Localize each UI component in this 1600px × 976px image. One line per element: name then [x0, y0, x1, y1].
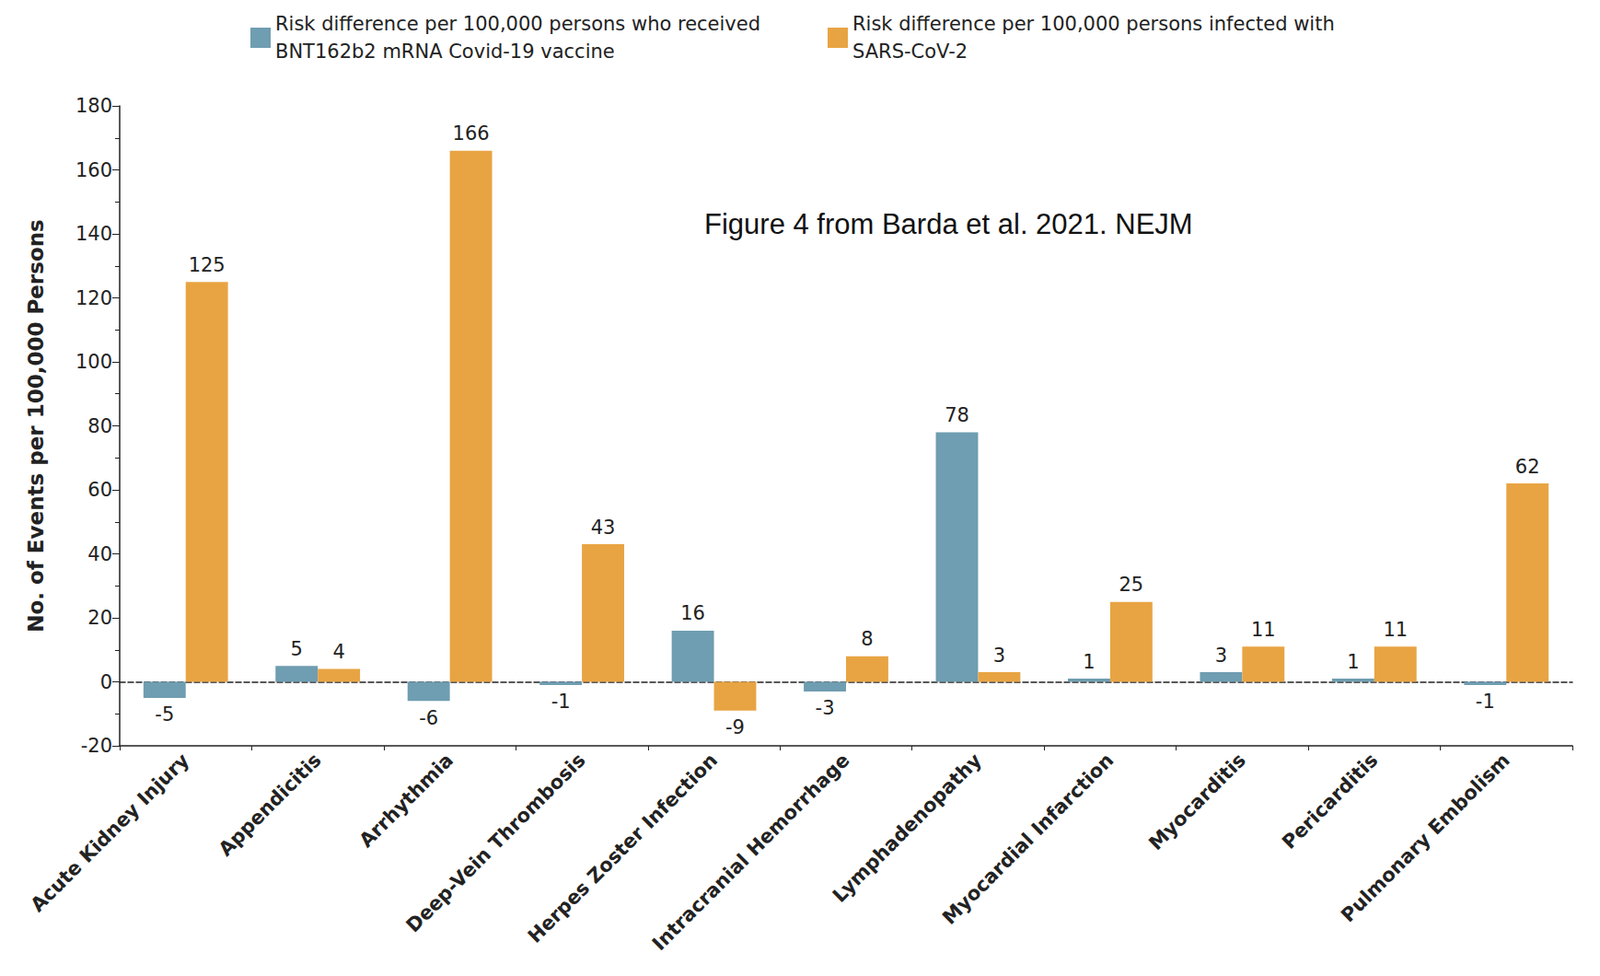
svg-text:8: 8 [860, 627, 873, 650]
svg-text:Pericarditis: Pericarditis [1277, 749, 1382, 854]
svg-text:Figure 4 from Barda et al. 202: Figure 4 from Barda et al. 2021. NEJM [704, 208, 1194, 241]
svg-text:78: 78 [944, 404, 970, 427]
svg-text:-5: -5 [154, 703, 174, 726]
svg-text:62: 62 [1515, 455, 1541, 478]
svg-text:120: 120 [75, 287, 113, 310]
svg-text:100: 100 [75, 350, 113, 373]
svg-text:BNT162b2 mRNA Covid-19 vaccine: BNT162b2 mRNA Covid-19 vaccine [275, 40, 615, 63]
svg-text:43: 43 [591, 516, 616, 539]
svg-text:3: 3 [993, 644, 1006, 667]
svg-text:11: 11 [1382, 618, 1408, 641]
svg-text:Arrhythmia: Arrhythmia [355, 749, 459, 853]
svg-text:Acute Kidney Injury: Acute Kidney Injury [26, 748, 195, 916]
svg-text:-6: -6 [418, 707, 439, 730]
svg-text:Deep-Vein Thrombosis: Deep-Vein Thrombosis [402, 748, 590, 937]
svg-text:20: 20 [87, 606, 113, 629]
svg-text:Herpes Zoster Infection: Herpes Zoster Infection [523, 748, 722, 948]
svg-text:Appendicitis: Appendicitis [214, 749, 326, 861]
svg-text:25: 25 [1118, 573, 1144, 596]
svg-text:Pulmonary Embolism: Pulmonary Embolism [1336, 749, 1515, 928]
svg-text:40: 40 [87, 543, 113, 566]
svg-text:-1: -1 [1475, 690, 1496, 713]
svg-text:-3: -3 [815, 696, 835, 719]
svg-text:Lymphadenopathy: Lymphadenopathy [828, 748, 986, 906]
svg-text:-1: -1 [551, 690, 571, 713]
svg-text:Risk difference per 100,000 pe: Risk difference per 100,000 persons who … [275, 12, 767, 35]
svg-text:4: 4 [332, 640, 345, 663]
svg-text:125: 125 [188, 254, 226, 277]
svg-text:11: 11 [1251, 618, 1276, 641]
svg-text:16: 16 [680, 602, 706, 625]
svg-text:Myocardial Infarction: Myocardial Infarction [938, 749, 1118, 929]
svg-text:3: 3 [1215, 644, 1228, 667]
svg-text:180: 180 [75, 94, 113, 117]
svg-text:160: 160 [75, 159, 113, 182]
svg-text:1: 1 [1346, 650, 1359, 673]
svg-text:-20: -20 [81, 734, 113, 757]
svg-text:Intracranial Hemorrhage: Intracranial Hemorrhage [648, 749, 855, 956]
svg-text:Myocarditis: Myocarditis [1144, 749, 1250, 855]
svg-text:SARS-CoV-2: SARS-CoV-2 [852, 40, 968, 63]
svg-text:60: 60 [87, 478, 113, 501]
svg-text:80: 80 [87, 415, 113, 438]
svg-text:166: 166 [452, 122, 490, 145]
svg-text:5: 5 [290, 637, 303, 661]
svg-text:140: 140 [75, 222, 113, 245]
svg-text:0: 0 [100, 671, 113, 694]
svg-text:-9: -9 [725, 716, 745, 739]
svg-text:1: 1 [1082, 650, 1095, 673]
svg-text:Risk difference per 100,000 pe: Risk difference per 100,000 persons infe… [852, 12, 1341, 35]
svg-text:No. of Events per 100,000 Pers: No. of Events per 100,000 Persons [23, 219, 48, 633]
